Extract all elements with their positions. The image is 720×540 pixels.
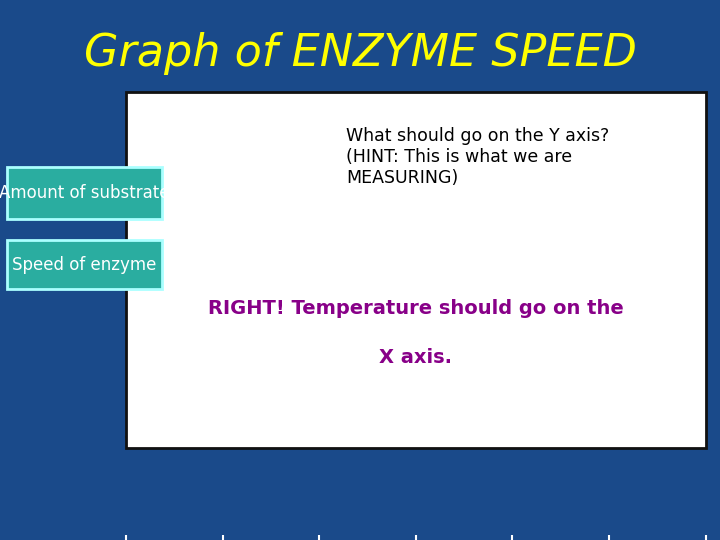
Text: Graph of ENZYME SPEED: Graph of ENZYME SPEED [84, 32, 636, 76]
Text: RIGHT! Temperature should go on the: RIGHT! Temperature should go on the [208, 299, 624, 318]
Text: X axis.: X axis. [379, 348, 452, 367]
Text: Speed of enzyme: Speed of enzyme [12, 255, 157, 274]
Text: Amount of substrate: Amount of substrate [0, 184, 170, 202]
Text: What should go on the Y axis?
(HINT: This is what we are
MEASURING): What should go on the Y axis? (HINT: Thi… [346, 127, 610, 187]
